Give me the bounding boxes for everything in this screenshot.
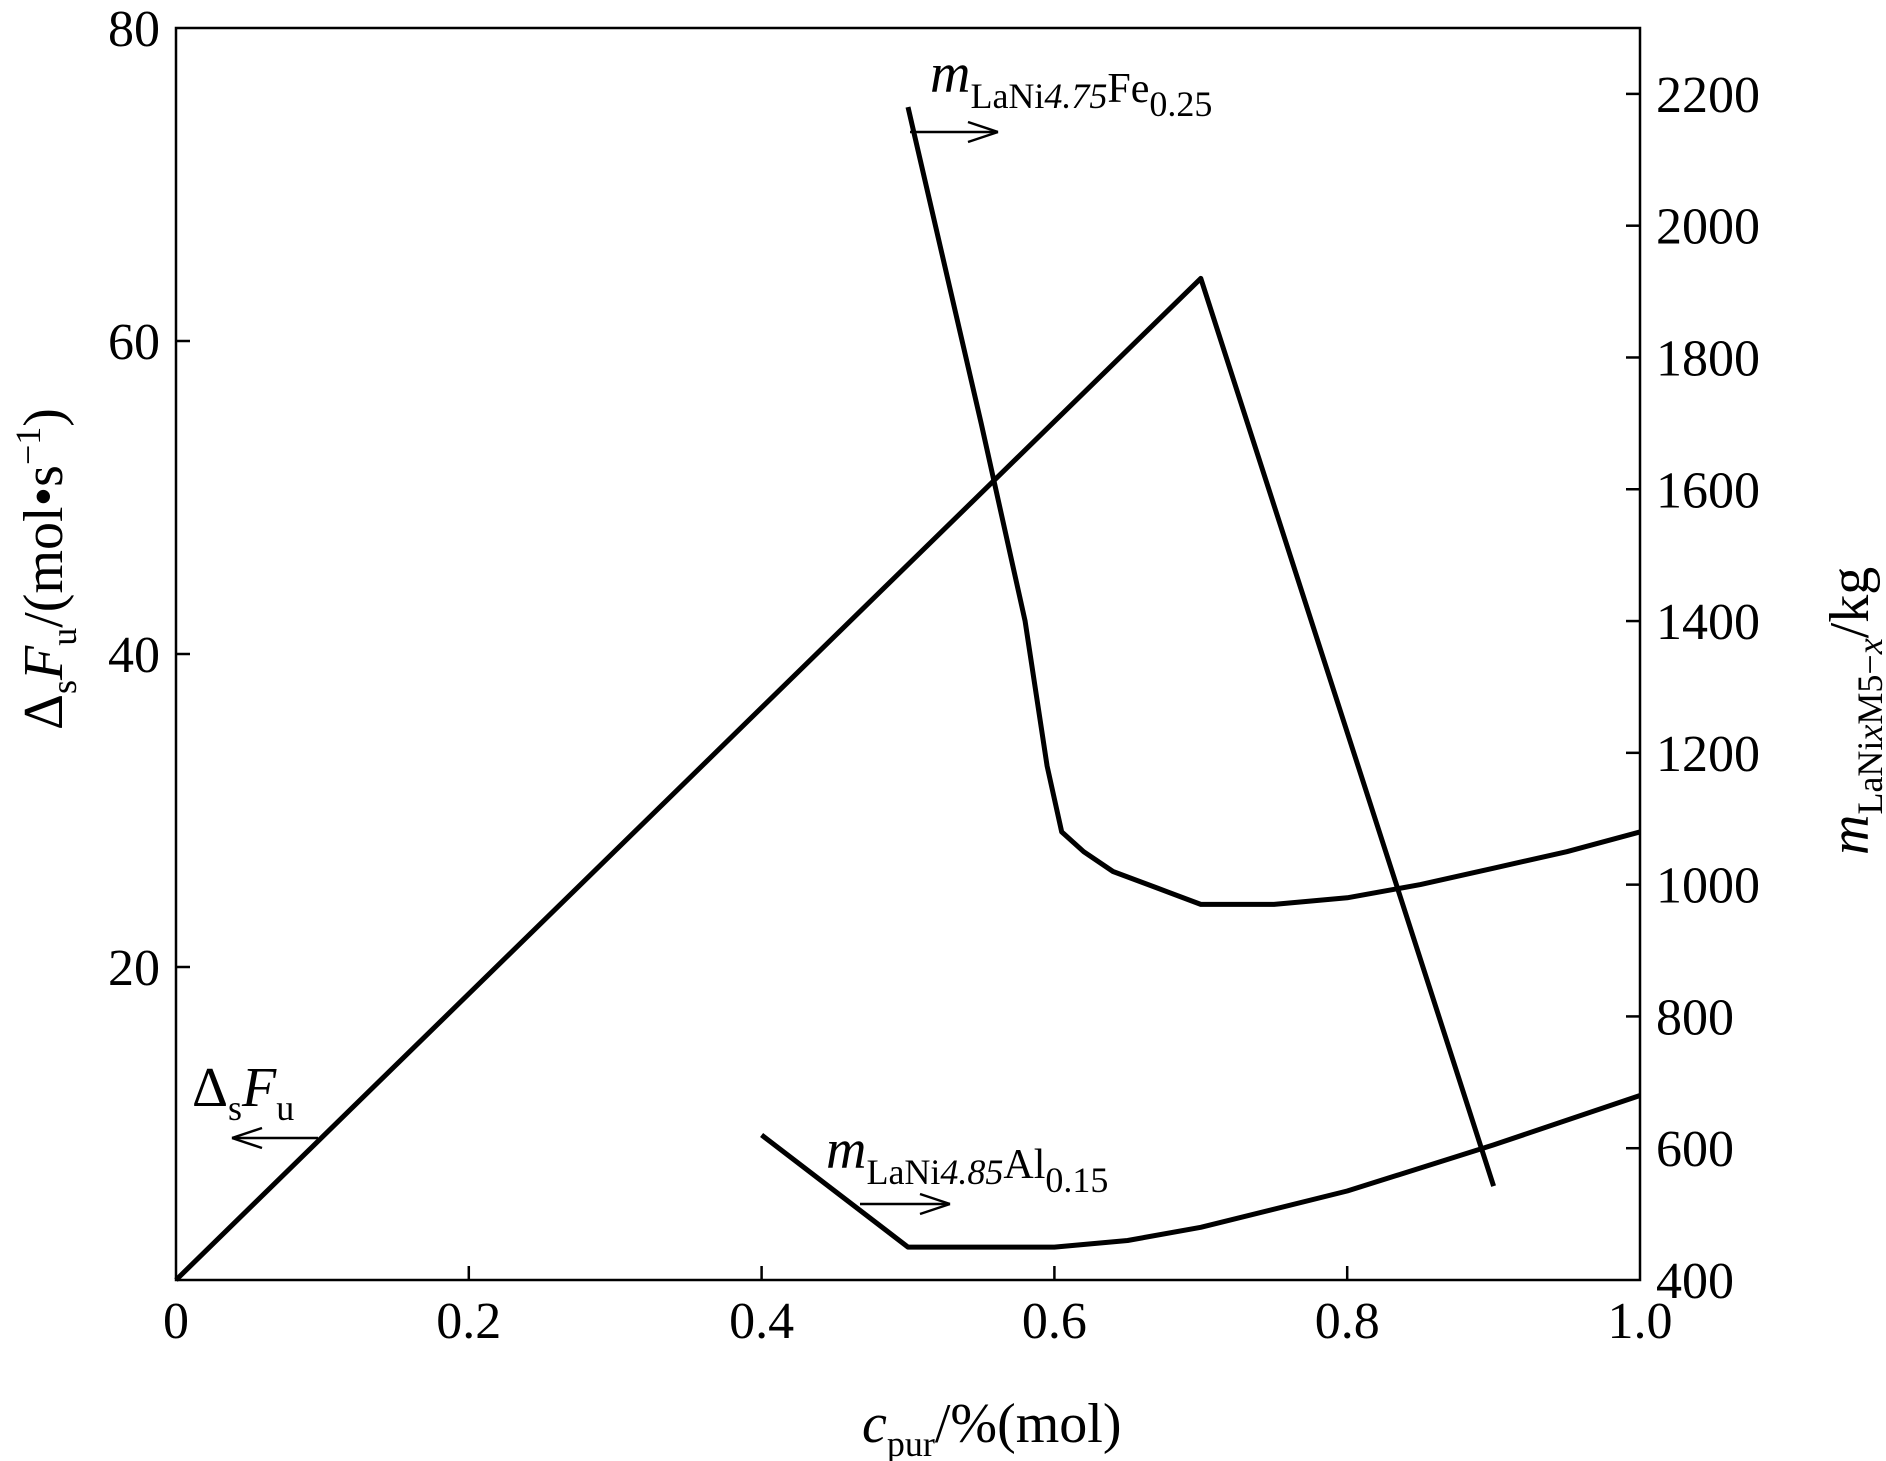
al-arrow: [860, 1192, 951, 1216]
fe-arrow: [910, 120, 999, 144]
x-axis-label: cpur/%(mol): [862, 1393, 1121, 1461]
x-tick-label: 0.8: [1315, 1293, 1380, 1350]
x-tick-label: 1.0: [1608, 1293, 1673, 1350]
al-series-label: mLaNi4.85Al0.15: [826, 1119, 1108, 1200]
right-y-tick-label: 1000: [1656, 858, 1760, 915]
right-y-tick-label: 2000: [1656, 199, 1760, 256]
right-y-axis-ticks: 400 600 800 1000 1200 1400 1600 1800 2000 2200: [1626, 67, 1760, 1310]
series-line-3: [760, 1093, 1641, 1250]
left-y-tick-label: 60: [108, 314, 160, 371]
right-y-tick-label: 2200: [1656, 67, 1760, 124]
fe-series-label: mLaNi4.75Fe0.25: [930, 43, 1212, 124]
plot-frame: [174, 26, 1642, 1282]
right-y-axis-label: mLaNixM5−x/kg: [1819, 567, 1886, 855]
left-y-tick-label: 20: [108, 940, 160, 997]
right-y-tick-label: 1400: [1656, 594, 1760, 651]
x-tick-label: 0.6: [1022, 1293, 1087, 1350]
dsfu-series-label: ΔsFu: [192, 1057, 294, 1128]
series-line-2: [905, 106, 1641, 907]
left-y-axis-ticks: 20 40 60 80: [108, 1, 190, 997]
x-tick-label: 0: [163, 1293, 189, 1350]
series-line-1: [174, 275, 1496, 1282]
right-y-tick-label: 1800: [1656, 330, 1760, 387]
x-tick-label: 0.4: [729, 1293, 794, 1350]
x-tick-label: 0.2: [436, 1293, 501, 1350]
right-y-tick-label: 400: [1656, 1253, 1734, 1310]
right-y-tick-label: 1200: [1656, 726, 1760, 783]
series-group: [174, 106, 1641, 1282]
dsfu-arrow: [231, 1126, 318, 1150]
left-y-axis-label: ΔsFu/(mol•s−1): [8, 408, 84, 730]
right-y-tick-label: 600: [1656, 1121, 1734, 1178]
right-y-tick-label: 800: [1656, 989, 1734, 1046]
left-y-tick-label: 40: [108, 627, 160, 684]
right-y-tick-label: 1600: [1656, 462, 1760, 519]
x-axis-ticks: 0 0.2 0.4 0.6 0.8 1.0: [163, 1266, 1673, 1350]
left-y-tick-label: 80: [108, 1, 160, 58]
